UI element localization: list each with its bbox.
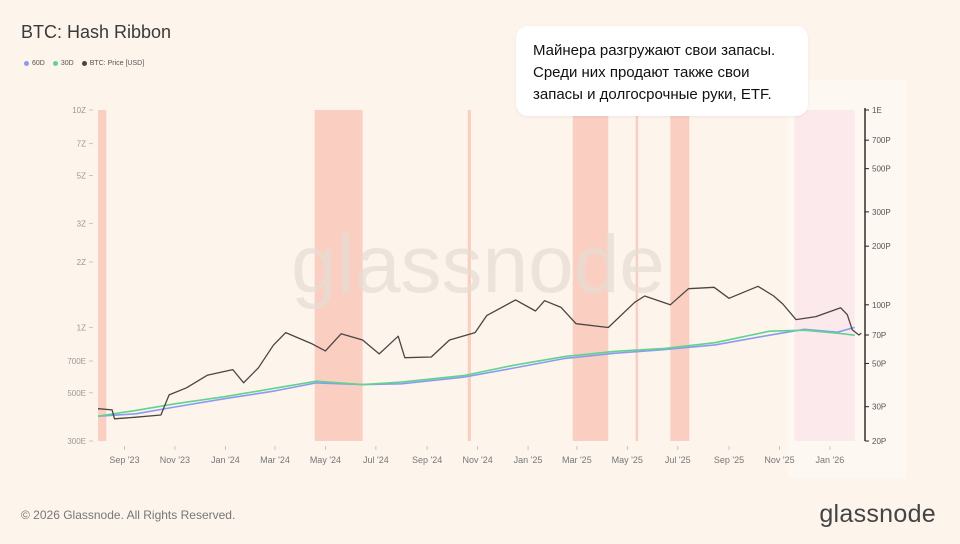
left-tick-label: 2Z — [77, 258, 86, 267]
capitulation-band-5 — [635, 110, 639, 441]
glassnode-logo[interactable]: glassnode — [819, 500, 936, 528]
callout-line-2: Среди них продают также свои — [533, 64, 750, 81]
right-tick-label: 30P — [872, 403, 886, 412]
left-tick-label: 5Z — [77, 171, 86, 180]
x-tick-label: Jul '24 — [363, 455, 389, 465]
x-tick-label: Jan '24 — [211, 455, 240, 465]
capitulation-band-6 — [670, 110, 690, 441]
left-tick-label: 7Z — [77, 140, 86, 149]
x-tick-label: Mar '25 — [562, 455, 592, 465]
left-tick-label: 10Z — [72, 106, 86, 115]
capitulation-band-3 — [467, 110, 471, 441]
x-tick-label: Nov '23 — [160, 455, 190, 465]
right-tick-label: 50P — [872, 359, 886, 368]
x-tick-label: Sep '25 — [714, 455, 744, 465]
right-tick-label: 20P — [872, 437, 886, 446]
right-tick-label: 1E — [872, 106, 882, 115]
x-tick-label: Jan '25 — [514, 455, 543, 465]
right-tick-label: 300P — [872, 208, 891, 217]
x-tick-label: May '25 — [612, 455, 643, 465]
left-tick-label: 700E — [67, 357, 86, 366]
series-lines — [97, 285, 862, 420]
callout-line-1: Майнера разгружают свои запасы. — [533, 42, 776, 59]
left-tick-label: 3Z — [77, 220, 86, 229]
left-tick-label: 500E — [67, 389, 86, 398]
legend-price-marker — [81, 61, 87, 66]
capitulation-bands — [98, 80, 906, 478]
chart-legend: 60D 30D BTC: Price [USD] — [24, 60, 144, 67]
legend-30d-marker — [52, 61, 58, 66]
x-tick-label: Nov '25 — [764, 455, 794, 465]
capitulation-band-1 — [98, 110, 107, 441]
capitulation-band-7 — [794, 110, 855, 441]
legend-60d-marker — [24, 61, 29, 66]
x-tick-label: Mar '24 — [260, 455, 290, 465]
right-tick-label: 500P — [872, 165, 891, 174]
capitulation-band-4 — [572, 110, 609, 441]
right-tick-label: 700P — [872, 136, 891, 145]
x-tick-label: Nov '24 — [462, 455, 492, 465]
capitulation-band-2 — [314, 110, 363, 441]
legend-60d-label: 60D — [32, 60, 45, 67]
legend-price-label: BTC: Price [USD] — [89, 60, 145, 67]
right-tick-label: 70P — [872, 331, 886, 340]
copyright-text: © 2026 Glassnode. All Rights Reserved. — [21, 508, 236, 522]
legend-item-60d[interactable]: 60D — [24, 60, 45, 67]
watermark: glassnode — [291, 219, 665, 310]
series-line-30d[interactable] — [97, 329, 855, 417]
series-line-60d[interactable] — [97, 326, 855, 417]
series-line-price[interactable] — [97, 285, 862, 420]
x-tick-label: Jul '25 — [665, 455, 691, 465]
left-tick-label: 1Z — [77, 323, 86, 332]
x-tick-label: May '24 — [310, 455, 341, 465]
legend-30d-label: 30D — [60, 60, 74, 67]
left-tick-label: 300E — [67, 437, 86, 446]
right-tick-label: 200P — [872, 242, 891, 251]
x-tick-label: Sep '24 — [412, 455, 442, 465]
legend-item-30d[interactable]: 30D — [52, 60, 74, 67]
legend-item-price[interactable]: BTC: Price [USD] — [81, 60, 145, 67]
right-axis: 1E 700P 500P 300P 200P 100P 70P 50P 30P 20P — [864, 106, 891, 446]
x-axis: Sep '23 Nov '23 Jan '24 Mar '24 May '24 Jul '… — [109, 446, 844, 465]
callout-line-3: запасы и долгосрочные руки, ETF. — [533, 86, 772, 103]
x-tick-label: Jan '26 — [816, 455, 845, 465]
recent-highlight-panel — [788, 80, 906, 478]
left-axis: 10Z 7Z 5Z 3Z 2Z 1Z 700E 500E 300E — [67, 106, 93, 446]
chart-title: BTC: Hash Ribbon — [21, 22, 172, 42]
right-tick-label: 100P — [872, 301, 891, 310]
x-tick-label: Sep '23 — [109, 455, 139, 465]
annotation-callout: Майнера разгружают свои запасы. Среди ни… — [516, 26, 808, 116]
